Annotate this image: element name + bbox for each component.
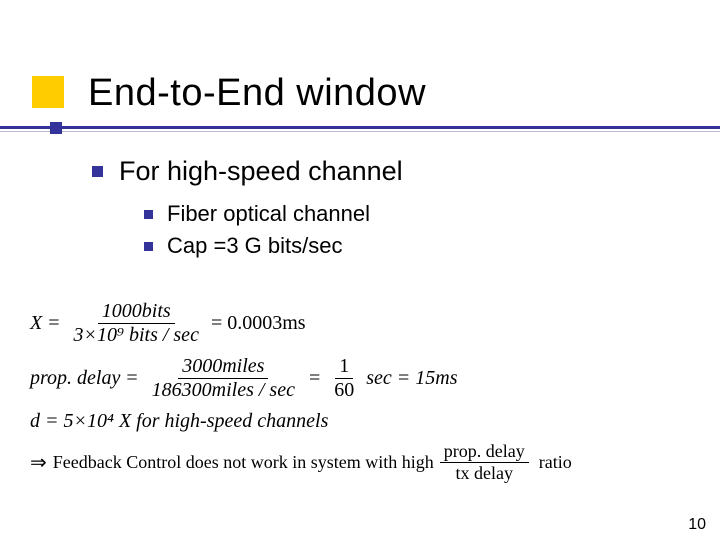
eq-rhs: sec = 15ms — [366, 367, 457, 390]
slide: End-to-End window For high-speed channel… — [0, 0, 720, 540]
corner-square — [50, 122, 62, 134]
slide-title: End-to-End window — [88, 72, 426, 115]
fraction: 3000miles 186300miles / sec — [148, 355, 299, 402]
eq-sign: = — [48, 312, 59, 335]
equations-block: X = 1000bits 3×10⁹ bits / sec = 0.0003ms… — [30, 300, 572, 491]
eq-lhs: prop. delay — [30, 367, 120, 390]
frac-den: 186300miles / sec — [148, 379, 299, 402]
eq-lhs: X — [30, 312, 42, 335]
lvl2-list: Fiber optical channel Cap =3 G bits/sec — [144, 201, 403, 259]
lvl2-text: Cap =3 G bits/sec — [167, 233, 342, 259]
equation-x: X = 1000bits 3×10⁹ bits / sec = 0.0003ms — [30, 300, 572, 347]
body-content: For high-speed channel Fiber optical cha… — [92, 156, 403, 265]
frac-den: 3×10⁹ bits / sec — [70, 324, 203, 347]
eq-sign: = — [309, 367, 320, 390]
slide-number: 10 — [688, 516, 706, 534]
bullet-lvl2: Cap =3 G bits/sec — [144, 233, 403, 259]
eq-tail: ratio — [539, 452, 572, 473]
frac-num: 1000bits — [98, 300, 175, 324]
square-bullet-icon — [144, 242, 153, 251]
frac-num: prop. delay — [440, 441, 529, 463]
equation-d: d = 5×10⁴ X for high-speed channels — [30, 410, 572, 433]
fraction: 1 60 — [330, 355, 358, 402]
bullet-lvl1: For high-speed channel — [92, 156, 403, 187]
square-bullet-icon — [92, 166, 103, 177]
frac-den: 60 — [330, 379, 358, 402]
square-bullet-icon — [144, 210, 153, 219]
fraction: prop. delay tx delay — [440, 441, 529, 483]
frac-num: 1 — [335, 355, 353, 379]
eq-text: d = 5×10⁴ X for high-speed channels — [30, 410, 328, 433]
fraction: 1000bits 3×10⁹ bits / sec — [70, 300, 203, 347]
lvl2-text: Fiber optical channel — [167, 201, 370, 227]
frac-den: tx delay — [451, 463, 516, 484]
frac-num: 3000miles — [178, 355, 268, 379]
accent-square — [32, 76, 64, 108]
implies-icon: ⇒ — [30, 450, 47, 475]
bullet-lvl2: Fiber optical channel — [144, 201, 403, 227]
eq-sign: = — [126, 367, 137, 390]
eq-rhs: = 0.0003ms — [211, 312, 306, 335]
title-underline-thin — [0, 131, 720, 132]
equation-conclusion: ⇒ Feedback Control does not work in syst… — [30, 441, 572, 483]
eq-lead: Feedback Control does not work in system… — [53, 452, 434, 473]
title-underline — [0, 126, 720, 129]
equation-propdelay: prop. delay = 3000miles 186300miles / se… — [30, 355, 572, 402]
lvl1-text: For high-speed channel — [119, 156, 403, 187]
